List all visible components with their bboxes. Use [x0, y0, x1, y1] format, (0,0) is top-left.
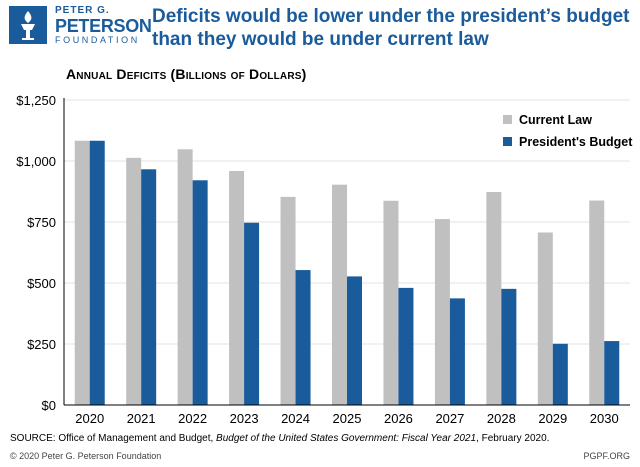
copyright: © 2020 Peter G. Peterson Foundation [10, 451, 162, 461]
website-link[interactable]: PGPF.ORG [583, 451, 630, 461]
bar-presidents-budget-2023 [244, 222, 260, 405]
bar-presidents-budget-2020 [89, 140, 105, 406]
x-tick-label: 2026 [384, 411, 413, 426]
bar-presidents-budget-2022 [192, 180, 208, 405]
source-title: Budget of the United States Government: … [216, 433, 477, 444]
bar-current-law-2020 [74, 140, 90, 406]
y-tick-label: $500 [27, 276, 56, 291]
x-tick-label: 2030 [590, 411, 619, 426]
bar-current-law-2023 [229, 171, 245, 405]
bar-current-law-2028 [486, 191, 502, 405]
legend-label: President's Budget [519, 135, 633, 149]
chart-title: Annual Deficits (Billions of Dollars) [66, 66, 307, 82]
bar-current-law-2025 [332, 184, 347, 405]
legend-swatch [503, 137, 512, 146]
logo-line3: FOUNDATION [55, 35, 140, 45]
bar-current-law-2021 [126, 157, 142, 405]
x-tick-label: 2028 [487, 411, 516, 426]
bar-current-law-2030 [589, 200, 605, 405]
bar-current-law-2027 [434, 219, 450, 405]
pgpf-logo: PETER G. PETERSON FOUNDATION [9, 6, 152, 46]
x-tick-label: 2020 [75, 411, 104, 426]
bar-presidents-budget-2026 [398, 287, 414, 405]
legend-swatch [503, 115, 512, 124]
bar-presidents-budget-2025 [347, 276, 362, 405]
x-tick-label: 2022 [178, 411, 207, 426]
y-tick-label: $750 [27, 215, 56, 230]
x-tick-label: 2023 [230, 411, 259, 426]
bar-presidents-budget-2028 [501, 288, 517, 405]
bar-current-law-2022 [177, 149, 193, 405]
y-tick-label: $250 [27, 337, 56, 352]
x-tick-label: 2029 [538, 411, 567, 426]
bar-presidents-budget-2021 [141, 169, 157, 405]
x-tick-label: 2027 [435, 411, 464, 426]
x-tick-label: 2021 [127, 411, 156, 426]
y-tick-label: $1,000 [16, 154, 56, 169]
logo-line1: PETER G. [55, 5, 110, 16]
torch-icon [9, 6, 47, 44]
y-tick-label: $1,250 [16, 93, 56, 108]
x-tick-label: 2024 [281, 411, 310, 426]
bar-presidents-budget-2030 [604, 341, 620, 405]
y-tick-label: $0 [42, 398, 56, 413]
bar-current-law-2029 [537, 232, 553, 405]
bar-current-law-2026 [383, 200, 399, 405]
source-prefix: SOURCE: Office of Management and Budget, [10, 433, 217, 444]
bar-current-law-2024 [280, 196, 296, 405]
logo-line2: PETERSON [55, 16, 152, 36]
bar-presidents-budget-2027 [449, 298, 465, 405]
bar-presidents-budget-2024 [295, 270, 311, 405]
source-note: SOURCE: Office of Management and Budget,… [10, 433, 549, 444]
legend-label: Current Law [519, 113, 592, 127]
bar-presidents-budget-2029 [552, 343, 568, 405]
deficit-bar-chart: $0 $250 $500 $750 $1,000 $1,250 2020 2021 2022 20… [16, 93, 633, 426]
x-tick-label: 2025 [333, 411, 362, 426]
source-suffix: , February 2020. [476, 433, 550, 444]
headline: Deficits would be lower under the presid… [152, 6, 630, 50]
